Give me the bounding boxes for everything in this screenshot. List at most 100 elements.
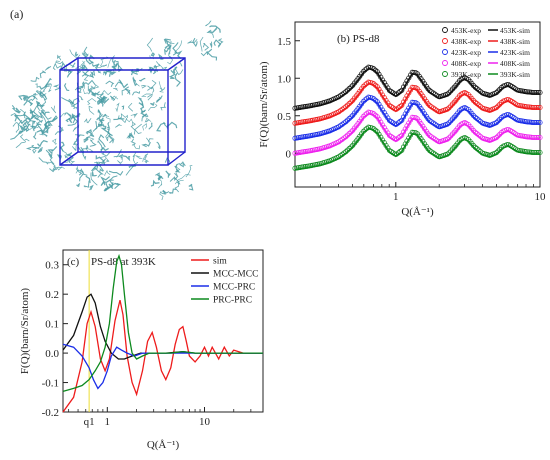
molecule-chain [91, 63, 100, 69]
panel-c-y-tick-label: 0.1 [45, 319, 59, 331]
molecule-chain [128, 132, 135, 139]
molecule-chain [125, 118, 133, 126]
series-line-PRC-PRC [62, 253, 263, 393]
molecule-chain [160, 189, 167, 195]
molecule-chain [14, 111, 27, 117]
molecule-chain [108, 170, 124, 176]
molecule-chain [45, 149, 53, 158]
molecule-chain [100, 146, 109, 152]
panel-c-y-tick-label: -0.2 [42, 407, 59, 419]
molecule-chain [111, 62, 118, 70]
molecule-chain [108, 175, 118, 181]
molecule-chain [164, 39, 172, 45]
molecule-chain [11, 104, 20, 114]
molecule-chain [113, 88, 119, 91]
molecule-chain [24, 94, 33, 102]
panel-c-y-axis-label: F(Q)(barn/Sr/atom) [19, 288, 31, 374]
molecule-chain [91, 91, 100, 97]
molecule-chain [120, 113, 128, 119]
molecule-chain [209, 25, 221, 33]
molecule-chain [94, 167, 104, 178]
molecule-chain [79, 81, 85, 89]
panel-b-chart: (b) PS-d8 1 10 0 0.5 1.0 1.5 453K-exp 438K-exp… [258, 21, 546, 218]
molecule-chain [132, 77, 138, 87]
molecule-chain [38, 85, 48, 95]
molecule-chain [22, 123, 31, 131]
legend-label-MCC-MCC: MCC-MCC [213, 270, 258, 280]
molecule-chain [164, 42, 175, 51]
panel-b-ticks: 1 10 0 0.5 1.0 1.5 [277, 36, 546, 203]
molecule-chain [30, 114, 37, 119]
molecule-chain [107, 55, 115, 68]
legend-marker-393K-exp [442, 71, 448, 77]
molecule-chain [147, 85, 153, 91]
molecule-chain [29, 102, 40, 114]
molecule-chain [26, 125, 40, 131]
molecule-chain [99, 160, 110, 165]
molecule-chain [121, 105, 125, 110]
molecule-chain [141, 112, 149, 122]
molecule-chain [36, 129, 48, 137]
molecule-chain [147, 103, 158, 111]
legend-label-408K-sim: 408K-sim [500, 59, 530, 68]
molecule-chain [145, 137, 154, 143]
molecule-chain [44, 66, 52, 71]
molecule-chain [83, 137, 89, 143]
molecule-chain [166, 121, 178, 129]
molecule-chain [85, 129, 92, 135]
molecule-chain [168, 69, 176, 80]
molecule-chain [28, 98, 33, 105]
molecule-chain [32, 146, 40, 149]
panel-b-y-tick-label: 0.5 [277, 111, 291, 123]
molecule-chain [66, 153, 70, 157]
molecule-chain [66, 112, 73, 121]
molecule-chain [22, 95, 31, 101]
molecule-chain [113, 117, 125, 121]
molecule-chain [150, 179, 160, 187]
data-point-438K-exp [292, 120, 298, 126]
molecule-chain [25, 115, 39, 121]
molecule-chain [213, 39, 222, 48]
molecule-chain [206, 48, 218, 61]
molecule-chain [157, 178, 163, 189]
panel-b-title: (b) PS-d8 [337, 33, 380, 45]
series-line-408K-sim [294, 112, 540, 156]
molecule-chain [61, 97, 74, 105]
molecule-chain [147, 93, 153, 101]
molecule-chain [32, 92, 38, 99]
molecule-chain [153, 64, 159, 72]
molecule-chain [100, 125, 110, 134]
molecule-chain [70, 103, 78, 110]
molecule-chain [132, 152, 137, 163]
molecule-chain [107, 128, 113, 137]
molecule-chain [205, 20, 212, 27]
legend-label-423K-sim: 423K-sim [500, 48, 530, 57]
molecule-chain [146, 37, 154, 52]
molecule-chain [158, 81, 163, 91]
molecule-chain [117, 160, 124, 165]
molecule-chain [130, 138, 136, 146]
molecule-chain [89, 70, 96, 79]
molecule-chain [88, 87, 96, 94]
panel-c-x-axis-label: Q(Å⁻¹) [147, 439, 180, 451]
series-line-423K-sim [294, 97, 540, 141]
molecule-chain [179, 160, 186, 168]
molecule-chain [105, 115, 111, 123]
molecule-chain [187, 39, 198, 44]
molecule-chain [165, 170, 171, 178]
molecule-chain [144, 117, 152, 123]
molecule-chain [33, 111, 45, 119]
molecule-chain [53, 84, 59, 88]
legend-marker-423K-exp [442, 49, 448, 55]
molecule-chain [134, 123, 142, 134]
data-point-393K-exp [292, 165, 298, 171]
molecule-chain [83, 180, 90, 188]
molecule-cloud [10, 20, 224, 200]
panel-b-series [292, 64, 543, 171]
molecule-chain [41, 109, 52, 120]
molecule-chain [142, 153, 149, 162]
molecule-chain [84, 117, 92, 124]
molecule-chain [48, 84, 52, 93]
molecule-chain [176, 179, 184, 185]
